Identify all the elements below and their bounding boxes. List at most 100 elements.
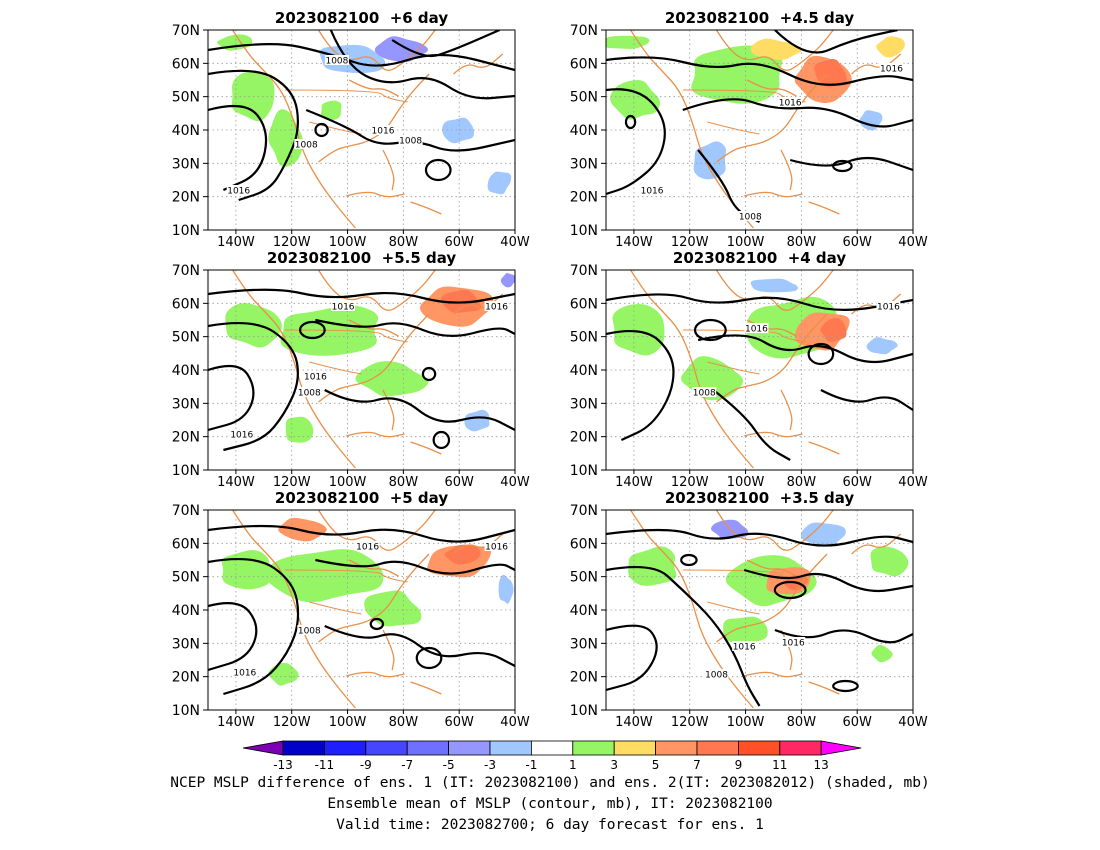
- coastline: [780, 149, 793, 191]
- lat-label: 40N: [172, 603, 200, 619]
- lon-label: 80W: [787, 235, 817, 250]
- lat-label: 50N: [570, 90, 598, 106]
- shading-region: [750, 278, 798, 293]
- lon-label: 40W: [500, 235, 530, 250]
- map-panel-3: 1016 1016 1016 1008 1016 70N 60N 50N 40N 30N 20N 10…: [172, 249, 530, 490]
- coastline: [410, 441, 442, 455]
- colorbar-tick-label: -9: [360, 758, 372, 772]
- lat-label: 20N: [172, 670, 200, 686]
- mslp-contour: [606, 88, 666, 196]
- colorbar-tick-label: 7: [693, 758, 701, 772]
- contour-label: 1016: [782, 639, 805, 649]
- colorbar-tick-label: 9: [735, 758, 743, 772]
- contour-label: 1016: [745, 325, 768, 335]
- lon-label: 120W: [671, 475, 709, 490]
- lat-label: 30N: [570, 636, 598, 652]
- mslp-closed-contour: [432, 430, 451, 450]
- coastline: [808, 201, 840, 215]
- lon-label: 80W: [389, 235, 419, 250]
- shading-region: [870, 546, 909, 577]
- coastline: [630, 270, 754, 469]
- caption-line-3: Valid time: 2023082700; 6 day forecast f…: [336, 817, 764, 833]
- colorbar-swatch: [282, 740, 325, 756]
- contour-label-bg: [732, 641, 757, 651]
- colorbar-arrow-high: [820, 740, 862, 756]
- border-line: [682, 329, 806, 343]
- contour-label: 1016: [733, 643, 756, 653]
- contour-label-bg: [303, 371, 328, 381]
- shading-region: [871, 644, 893, 663]
- contour-label: 1008: [298, 627, 321, 637]
- border-line: [309, 601, 362, 615]
- coastline: [348, 319, 399, 337]
- lat-label: 10N: [570, 463, 598, 479]
- lat-label: 70N: [172, 263, 200, 279]
- panel-title: 2023082100 +4 day: [673, 249, 846, 267]
- mslp-contour: [208, 104, 268, 192]
- contour-label-bg: [370, 125, 395, 135]
- colorbar-swatch: [655, 740, 698, 756]
- lon-label: 140W: [615, 715, 653, 730]
- colorbar-swatch: [531, 740, 574, 756]
- contour-label: 1008: [325, 57, 348, 67]
- contour-label: 1016: [372, 127, 395, 137]
- mslp-contour: [606, 329, 675, 442]
- lon-label: 100W: [329, 235, 367, 250]
- mslp-contour: [329, 30, 515, 100]
- coastline: [744, 431, 803, 438]
- map-panel-1: 1008 1008 1016 1008 1016 70N 60N 50N 40N 30N 20N 10…: [172, 9, 530, 250]
- lat-label: 40N: [570, 123, 598, 139]
- map-panel-5: 1016 1016 1008 1016 70N 60N 50N 40N 30N 20N 10N 140…: [172, 489, 530, 730]
- colorbar-tick-label: -13: [273, 758, 293, 772]
- map-area: 1008 1008 1016 1008 1016: [208, 30, 515, 230]
- shading-region: [723, 616, 768, 644]
- coastline: [346, 191, 405, 198]
- mslp-contour: [712, 389, 791, 461]
- colorbar-swatch: [613, 740, 657, 756]
- lon-label: 40W: [500, 475, 530, 490]
- mslp-contour: [208, 288, 515, 304]
- contour-label-bg: [355, 541, 380, 551]
- colorbar-arrow-low: [242, 740, 284, 756]
- shading-region: [876, 36, 905, 58]
- contour-label: 1016: [485, 303, 508, 313]
- contour-label: 1016: [880, 65, 903, 75]
- panel-title: 2023082100 +5.5 day: [267, 249, 457, 267]
- coastline: [346, 671, 405, 678]
- border-line: [309, 121, 362, 135]
- shading-region: [285, 416, 314, 443]
- border-line: [707, 361, 760, 375]
- panel-title: 2023082100 +5 day: [275, 489, 448, 507]
- lon-label: 60W: [444, 235, 474, 250]
- shading-region: [487, 171, 512, 195]
- contour-label: 1016: [227, 187, 250, 197]
- mslp-contour: [324, 389, 515, 431]
- lat-label: 10N: [172, 703, 200, 719]
- mslp-closed-contour: [415, 646, 443, 670]
- coastline: [744, 671, 803, 678]
- lat-label: 50N: [172, 330, 200, 346]
- lon-label: 140W: [217, 715, 255, 730]
- lon-label: 100W: [727, 475, 765, 490]
- colorbar-tick-label: 5: [652, 758, 660, 772]
- colorbar-tick-label: 13: [814, 758, 829, 772]
- shading-region: [442, 117, 475, 144]
- coastline: [630, 30, 754, 229]
- contour-label: 1016: [779, 99, 802, 109]
- shading-region: [750, 38, 802, 61]
- coastline: [780, 389, 793, 431]
- contour-label-bg: [324, 55, 349, 65]
- contour-label-bg: [640, 185, 665, 195]
- colorbar-swatch: [448, 740, 491, 756]
- lat-label: 60N: [172, 536, 200, 552]
- shading-region: [355, 361, 429, 397]
- shading-region: [612, 304, 665, 356]
- shading-region: [500, 273, 515, 288]
- contour-label: 1008: [705, 671, 728, 681]
- contour-label-bg: [876, 301, 901, 311]
- caption-line-2: Ensemble mean of MSLP (contour, mb), IT:…: [327, 796, 773, 812]
- mslp-contour: [208, 69, 299, 202]
- coastline: [746, 559, 797, 577]
- contour-label-bg: [229, 429, 254, 439]
- lat-label: 50N: [570, 570, 598, 586]
